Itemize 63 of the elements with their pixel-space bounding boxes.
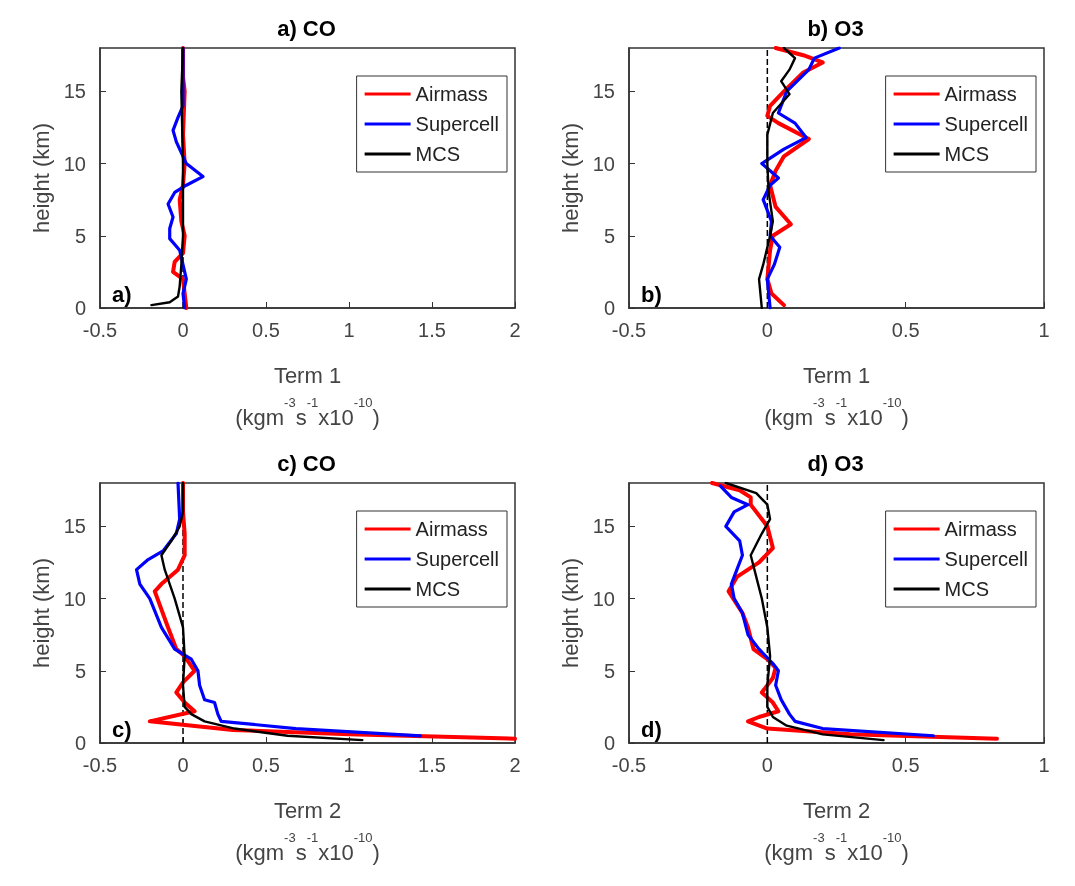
legend-label: Airmass <box>415 518 488 540</box>
legend-label: Supercell <box>415 113 500 135</box>
y-tick-label: 10 <box>592 152 615 175</box>
y-tick-label: 10 <box>63 152 86 175</box>
chart-title: b) O3 <box>807 15 864 41</box>
annotation: c) <box>112 716 132 742</box>
x-tick-label: 2 <box>509 754 521 776</box>
x-tick-label: 0.5 <box>252 754 280 776</box>
y-tick-label: 0 <box>603 297 615 319</box>
x-tick-label: -0.5 <box>82 319 118 341</box>
y-tick-label: 15 <box>592 80 615 103</box>
legend-label: MCS <box>415 578 461 600</box>
y-axis-title: height (km) <box>28 122 54 234</box>
line-series <box>757 46 797 310</box>
legend-label: Supercell <box>944 113 1029 135</box>
x-tick-label: 0 <box>177 319 189 341</box>
legend-label: Airmass <box>944 83 1017 105</box>
line-series <box>724 481 885 742</box>
y-tick-label: 10 <box>63 587 86 610</box>
y-tick-label: 0 <box>74 297 86 319</box>
line-series <box>718 484 935 738</box>
annotation: b) <box>641 281 662 307</box>
x-tick-label: -0.5 <box>82 754 118 776</box>
x-tick-label: 1 <box>343 754 355 776</box>
x-tick-label: 0.5 <box>252 319 280 341</box>
y-tick-label: 0 <box>74 732 86 754</box>
y-tick-label: 15 <box>63 80 86 103</box>
y-axis-title: height (km) <box>557 122 583 234</box>
x-tick-label: 0 <box>177 754 189 776</box>
x-tick-label: 1 <box>1038 754 1050 776</box>
legend-label: Supercell <box>944 548 1029 570</box>
x-tick-label: 0.5 <box>891 319 920 341</box>
y-tick-label: 5 <box>74 659 86 682</box>
x-tick-label: -0.5 <box>611 754 647 776</box>
y-tick-label: 15 <box>592 515 615 538</box>
chart-title: d) O3 <box>807 450 864 476</box>
legend-label: Supercell <box>415 548 500 570</box>
y-tick-label: 10 <box>592 587 615 610</box>
y-tick-label: 15 <box>63 515 86 538</box>
y-axis-title: height (km) <box>557 557 583 669</box>
chart-title: a) CO <box>277 15 336 41</box>
x-tick-label: 0.5 <box>891 754 920 776</box>
legend-label: Airmass <box>944 518 1017 540</box>
y-tick-label: 5 <box>74 224 86 247</box>
y-tick-label: 5 <box>603 224 615 247</box>
annotation: d) <box>641 716 662 742</box>
legend-label: MCS <box>944 578 990 600</box>
x-tick-label: 1 <box>1038 319 1050 341</box>
x-tick-label: 1.5 <box>418 754 446 776</box>
y-tick-label: 0 <box>603 732 615 754</box>
x-tick-label: 0 <box>761 319 773 341</box>
x-tick-label: 2 <box>509 319 521 341</box>
x-tick-label: 1.5 <box>418 319 446 341</box>
legend-label: Airmass <box>415 83 488 105</box>
annotation: a) <box>112 281 132 307</box>
x-tick-label: 0 <box>761 754 773 776</box>
y-axis-title: height (km) <box>28 557 54 669</box>
x-tick-label: 1 <box>343 319 355 341</box>
x-tick-label: -0.5 <box>611 319 647 341</box>
legend-label: MCS <box>415 143 461 165</box>
y-tick-label: 5 <box>603 659 615 682</box>
legend-label: MCS <box>944 143 990 165</box>
chart-title: c) CO <box>277 450 336 476</box>
